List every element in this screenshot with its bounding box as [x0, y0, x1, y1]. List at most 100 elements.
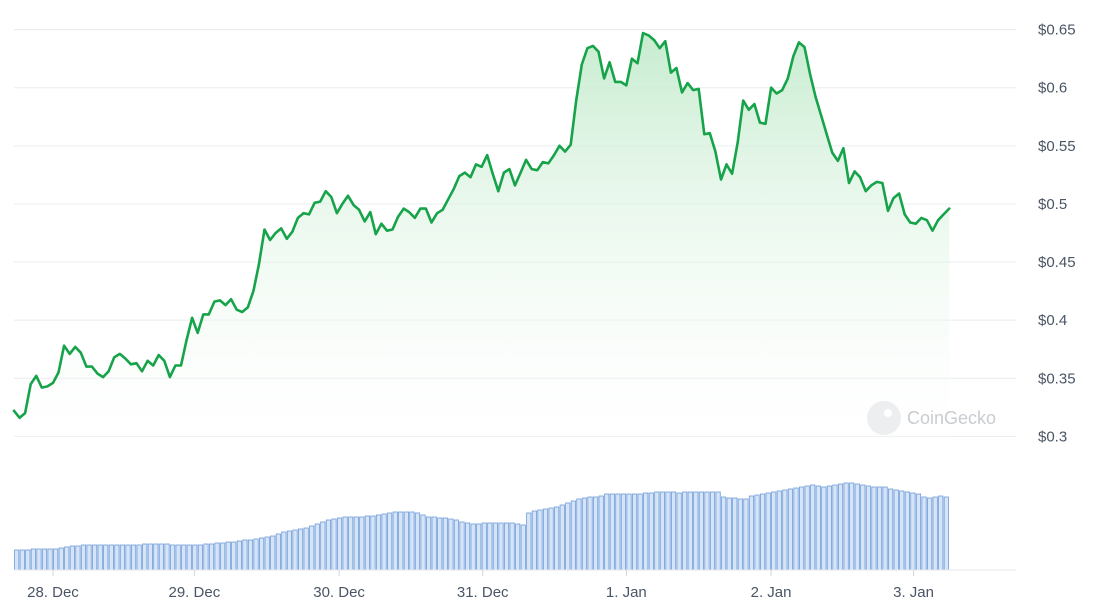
- price-area-fill: [14, 33, 950, 448]
- volume-bar: [503, 522, 510, 571]
- volume-bar: [431, 516, 437, 571]
- volume-bar: [169, 544, 176, 571]
- volume-bar: [253, 538, 259, 571]
- volume-bar: [721, 496, 727, 571]
- volume-bar: [542, 508, 549, 571]
- volume-bar: [398, 511, 404, 571]
- x-tick-label: 31. Dec: [457, 584, 509, 600]
- volume-bar: [375, 514, 382, 571]
- volume-bar: [526, 512, 532, 571]
- x-tick-label: 2. Jan: [751, 584, 792, 600]
- volume-bar: [130, 544, 137, 571]
- volume-bar: [693, 491, 699, 571]
- y-tick-label: $0.6: [1038, 80, 1067, 97]
- volume-bar: [381, 513, 387, 571]
- x-tick-label: 30. Dec: [313, 584, 365, 600]
- volume-bar: [297, 528, 304, 571]
- volume-bar: [192, 544, 198, 571]
- volume-bar: [153, 543, 159, 571]
- volume-bar: [837, 483, 844, 571]
- volume-bar: [854, 483, 860, 571]
- volume-bar: [810, 484, 816, 571]
- x-tick-label: 28. Dec: [27, 584, 79, 600]
- volume-bar: [498, 522, 504, 571]
- volume-bar: [871, 486, 877, 571]
- volume-bar: [771, 491, 777, 571]
- volume-bar: [593, 496, 599, 571]
- watermark-text: CoinGecko: [907, 408, 996, 428]
- volume-bar: [364, 515, 370, 571]
- volume-bar: [403, 511, 409, 571]
- volume-bar: [36, 548, 42, 571]
- x-axis-ticks: 28. Dec 29. Dec 30. Dec 31. Dec 1. Jan 2. Jan…: [27, 570, 934, 600]
- volume-bar: [760, 493, 766, 571]
- volume-bar: [14, 549, 20, 571]
- y-tick-label: $0.35: [1038, 370, 1076, 387]
- volume-bar: [826, 485, 833, 571]
- volume-bar: [325, 519, 332, 571]
- volume-bar: [832, 484, 838, 571]
- volume-bars: [14, 482, 1016, 571]
- volume-bar: [609, 493, 615, 571]
- volume-bar: [147, 543, 153, 571]
- volume-bar: [888, 488, 894, 571]
- volume-bar: [242, 539, 248, 571]
- volume-bar: [915, 493, 922, 571]
- volume-bar: [938, 495, 944, 571]
- volume-bar: [309, 525, 315, 571]
- volume-bar: [860, 484, 866, 571]
- volume-bar: [587, 496, 593, 571]
- volume-bar: [743, 498, 749, 571]
- volume-bar: [626, 493, 632, 571]
- volume-bar: [41, 548, 48, 571]
- volume-bar: [314, 523, 320, 571]
- volume-bar: [208, 543, 215, 571]
- volume-bar: [270, 535, 276, 571]
- gecko-logo-icon: [867, 401, 901, 435]
- volume-bar: [264, 536, 270, 571]
- volume-bar: [793, 487, 799, 571]
- volume-bar: [214, 542, 220, 571]
- volume-bar: [665, 491, 671, 571]
- volume-bar: [715, 491, 721, 571]
- volume-bar: [804, 485, 810, 571]
- volume-bar: [275, 533, 281, 571]
- volume-bar: [893, 489, 899, 571]
- volume-bar: [442, 517, 448, 571]
- volume-bar: [64, 546, 70, 571]
- volume-bar: [799, 486, 805, 571]
- volume-bar: [492, 522, 499, 571]
- volume-bar: [86, 544, 92, 571]
- volume-bar: [682, 491, 688, 571]
- volume-bar: [520, 524, 526, 571]
- volume-bar: [236, 540, 242, 571]
- volume-bar: [119, 544, 126, 571]
- volume-bar: [659, 491, 666, 571]
- volume-bar: [554, 506, 560, 571]
- volume-bar: [370, 515, 376, 571]
- volume-bar: [220, 542, 226, 571]
- volume-bar: [737, 498, 743, 571]
- volume-bar: [281, 531, 287, 571]
- volume-bar: [615, 493, 621, 571]
- volume-bar: [108, 544, 114, 571]
- x-tick-label: 3. Jan: [893, 584, 934, 600]
- volume-bar: [426, 516, 432, 571]
- volume-bar: [58, 547, 64, 571]
- volume-bar: [821, 486, 827, 571]
- volume-bar: [704, 491, 710, 571]
- volume-bar: [303, 527, 309, 571]
- volume-bar: [654, 491, 660, 571]
- volume-bar: [80, 544, 87, 571]
- volume-bar: [565, 502, 571, 571]
- x-tick-label: 1. Jan: [606, 584, 647, 600]
- volume-bar: [359, 516, 365, 571]
- x-tick-label: 29. Dec: [169, 584, 221, 600]
- gecko-eye-icon: [884, 409, 892, 417]
- volume-bar: [481, 522, 487, 571]
- volume-bar: [25, 549, 31, 571]
- volume-bar: [464, 522, 471, 571]
- volume-bar: [186, 544, 192, 571]
- volume-bar: [726, 497, 732, 571]
